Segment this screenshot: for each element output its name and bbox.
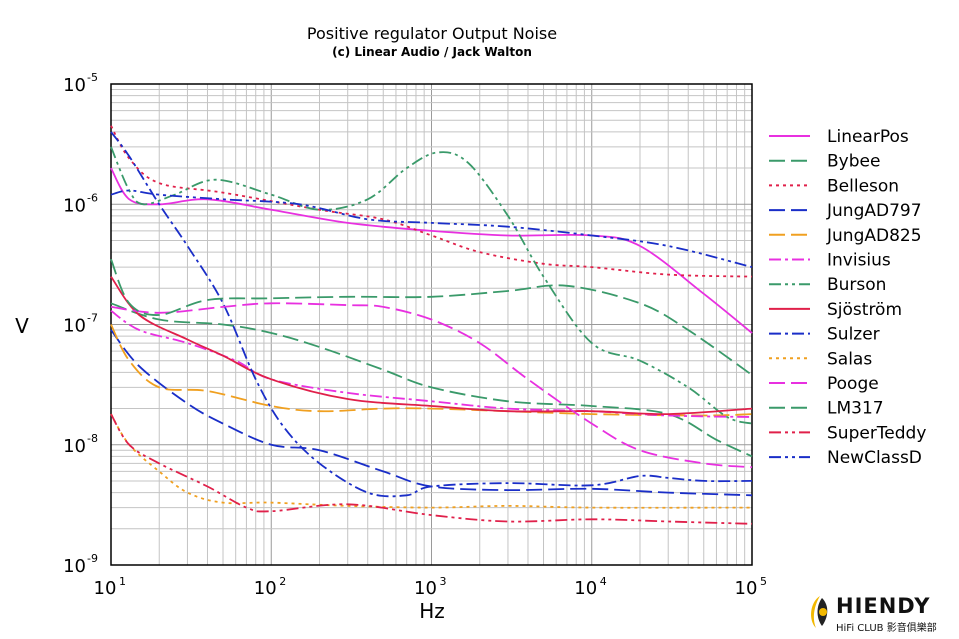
legend-label-1: LinearPos xyxy=(827,127,909,147)
y-tick-label: 10 xyxy=(63,195,86,216)
y-tick-label: 10 xyxy=(63,75,86,96)
legend-label-14: NewClassD xyxy=(827,448,922,468)
y-tick-exponent: -8 xyxy=(87,432,98,445)
chart-subtitle: (c) Linear Audio / Jack Walton xyxy=(332,45,532,59)
legend-label-4: JungAD797 xyxy=(826,201,922,221)
axis-ticks: 10 1 10 2 10 3 10 4 10 510 -510 -610 -710 -810 -9 xyxy=(63,71,767,599)
y-tick-label: 10 xyxy=(63,436,86,457)
x-tick-exponent: 2 xyxy=(279,575,286,588)
legend-label-8: Sjöström xyxy=(827,300,902,320)
legend-label-2: Bybee xyxy=(827,152,880,172)
x-axis-label: Hz xyxy=(419,599,445,623)
x-tick-label: 10 xyxy=(574,578,597,599)
y-tick-exponent: -5 xyxy=(87,71,98,84)
plot-grid xyxy=(110,84,752,566)
series-line-12 xyxy=(110,258,753,376)
legend-label-11: Pooge xyxy=(827,374,879,394)
series-layer xyxy=(110,125,753,525)
y-axis-label: V xyxy=(15,314,29,338)
chart-title: Positive regulator Output Noise xyxy=(307,24,557,43)
logo-name: HIENDY xyxy=(836,594,931,618)
y-tick-label: 10 xyxy=(63,316,86,337)
x-tick-exponent: 5 xyxy=(760,575,767,588)
legend: LinearPos Bybee Belleson JungAD797 JungAD825… xyxy=(769,127,926,468)
series-line-7 xyxy=(110,146,753,425)
y-tick-exponent: -9 xyxy=(87,552,98,565)
y-tick-exponent: -6 xyxy=(87,191,98,204)
series-line-9 xyxy=(110,131,753,498)
legend-label-7: Burson xyxy=(827,275,886,295)
legend-label-10: Salas xyxy=(827,349,872,369)
series-line-3 xyxy=(110,125,753,278)
hiendy-mark-icon xyxy=(811,596,828,628)
x-tick-label: 10 xyxy=(94,578,117,599)
y-tick-label: 10 xyxy=(63,556,86,577)
legend-label-12: LM317 xyxy=(827,399,884,419)
legend-label-9: Sulzer xyxy=(827,325,880,345)
x-tick-label: 10 xyxy=(735,578,758,599)
x-tick-exponent: 3 xyxy=(440,575,447,588)
series-line-5 xyxy=(110,324,753,417)
legend-label-5: JungAD825 xyxy=(826,226,922,246)
series-line-8 xyxy=(110,276,753,416)
legend-label-6: Invisius xyxy=(827,251,891,271)
x-tick-label: 10 xyxy=(414,578,437,599)
x-tick-exponent: 1 xyxy=(119,575,126,588)
series-line-14 xyxy=(110,189,753,268)
series-line-11 xyxy=(110,302,753,469)
y-tick-exponent: -7 xyxy=(87,312,98,325)
legend-label-13: SuperTeddy xyxy=(827,423,926,443)
legend-label-3: Belleson xyxy=(827,176,899,196)
x-tick-exponent: 4 xyxy=(600,575,607,588)
series-line-13 xyxy=(110,413,753,525)
series-line-10 xyxy=(110,413,753,509)
logo-subtitle: HiFi CLUB 影音俱樂部 xyxy=(836,623,937,634)
x-tick-label: 10 xyxy=(254,578,277,599)
hiendy-logo: HIENDY HiFi CLUB 影音俱樂部 xyxy=(806,592,956,636)
